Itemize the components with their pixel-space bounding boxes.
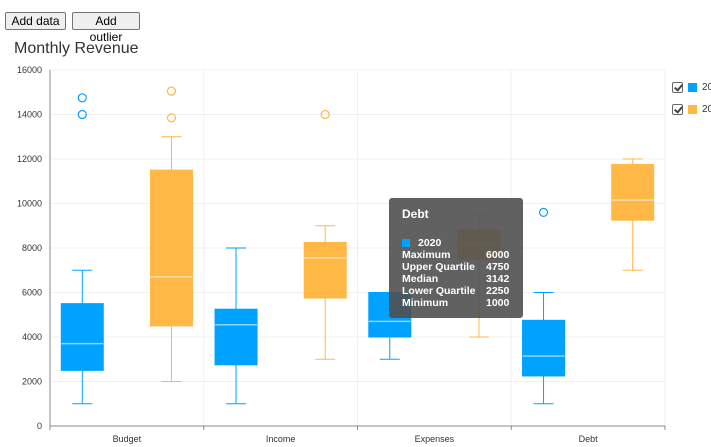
y-tick-label: 10000 [17, 199, 42, 209]
tooltip-row: Lower Quartile 2250 [402, 285, 512, 297]
tooltip-series-swatch [402, 239, 410, 247]
y-tick-label: 4000 [22, 332, 42, 342]
tooltip-row-value: 2250 [486, 285, 510, 297]
tooltip-row-value: 4750 [486, 261, 510, 273]
add-data-button[interactable]: Add data [5, 12, 66, 30]
tooltip-row-label: Maximum [402, 249, 451, 261]
x-tick-label: Debt [579, 434, 599, 444]
box-body [611, 164, 655, 221]
tooltip-row: Median 3142 [402, 273, 512, 285]
tooltip-row-value: 3142 [486, 273, 510, 285]
outlier-point [77, 109, 87, 120]
y-tick-label: 12000 [17, 154, 42, 164]
x-tick-label: Income [266, 434, 296, 444]
tooltip-row-label: Upper Quartile [402, 261, 475, 273]
tooltip-row-label: Minimum [402, 297, 449, 309]
tooltip-title: Debt [402, 207, 429, 221]
tooltip-row: Upper Quartile 4750 [402, 261, 512, 273]
y-tick-label: 2000 [22, 377, 42, 387]
tooltip-row-value: 1000 [486, 297, 510, 309]
tooltip-series-name: 2020 [418, 237, 442, 249]
y-tick-label: 16000 [17, 65, 42, 75]
legend-checkbox-series-2[interactable] [672, 104, 683, 115]
box-body [303, 241, 347, 299]
outlier-point [538, 207, 549, 217]
add-outlier-button[interactable]: Add outlier [72, 12, 140, 44]
legend-checkbox-series-1[interactable] [672, 82, 683, 93]
legend-swatch-series-2 [688, 105, 697, 114]
y-tick-label: 14000 [17, 110, 42, 120]
legend-label-series-2: 20 [702, 104, 711, 115]
box-body [522, 319, 566, 377]
tooltip-row: Maximum 6000 [402, 249, 512, 261]
outlier-point [320, 109, 330, 120]
y-tick-label: 8000 [22, 243, 42, 253]
y-tick-label: 0 [37, 421, 42, 431]
chart-tooltip: Debt 2020 Maximum 6000 Upper Quartile 4750… [389, 198, 523, 318]
outlier-point [166, 86, 177, 96]
x-tick-label: Expenses [415, 434, 455, 444]
box-body [149, 169, 193, 327]
box-body [214, 308, 258, 366]
tooltip-row-value: 6000 [486, 249, 510, 261]
tooltip-row-label: Lower Quartile [402, 285, 476, 297]
legend-swatch-series-1 [688, 83, 697, 92]
box-body [60, 303, 104, 371]
x-tick-label: Budget [113, 434, 142, 444]
outlier-point [166, 113, 177, 123]
y-tick-label: 6000 [22, 288, 42, 298]
tooltip-row-label: Median [402, 273, 439, 285]
outlier-point [77, 93, 87, 103]
tooltip-row: Minimum 1000 [402, 297, 512, 309]
legend-label-series-1: 20 [702, 82, 711, 93]
chart-title: Monthly Revenue [14, 40, 139, 57]
